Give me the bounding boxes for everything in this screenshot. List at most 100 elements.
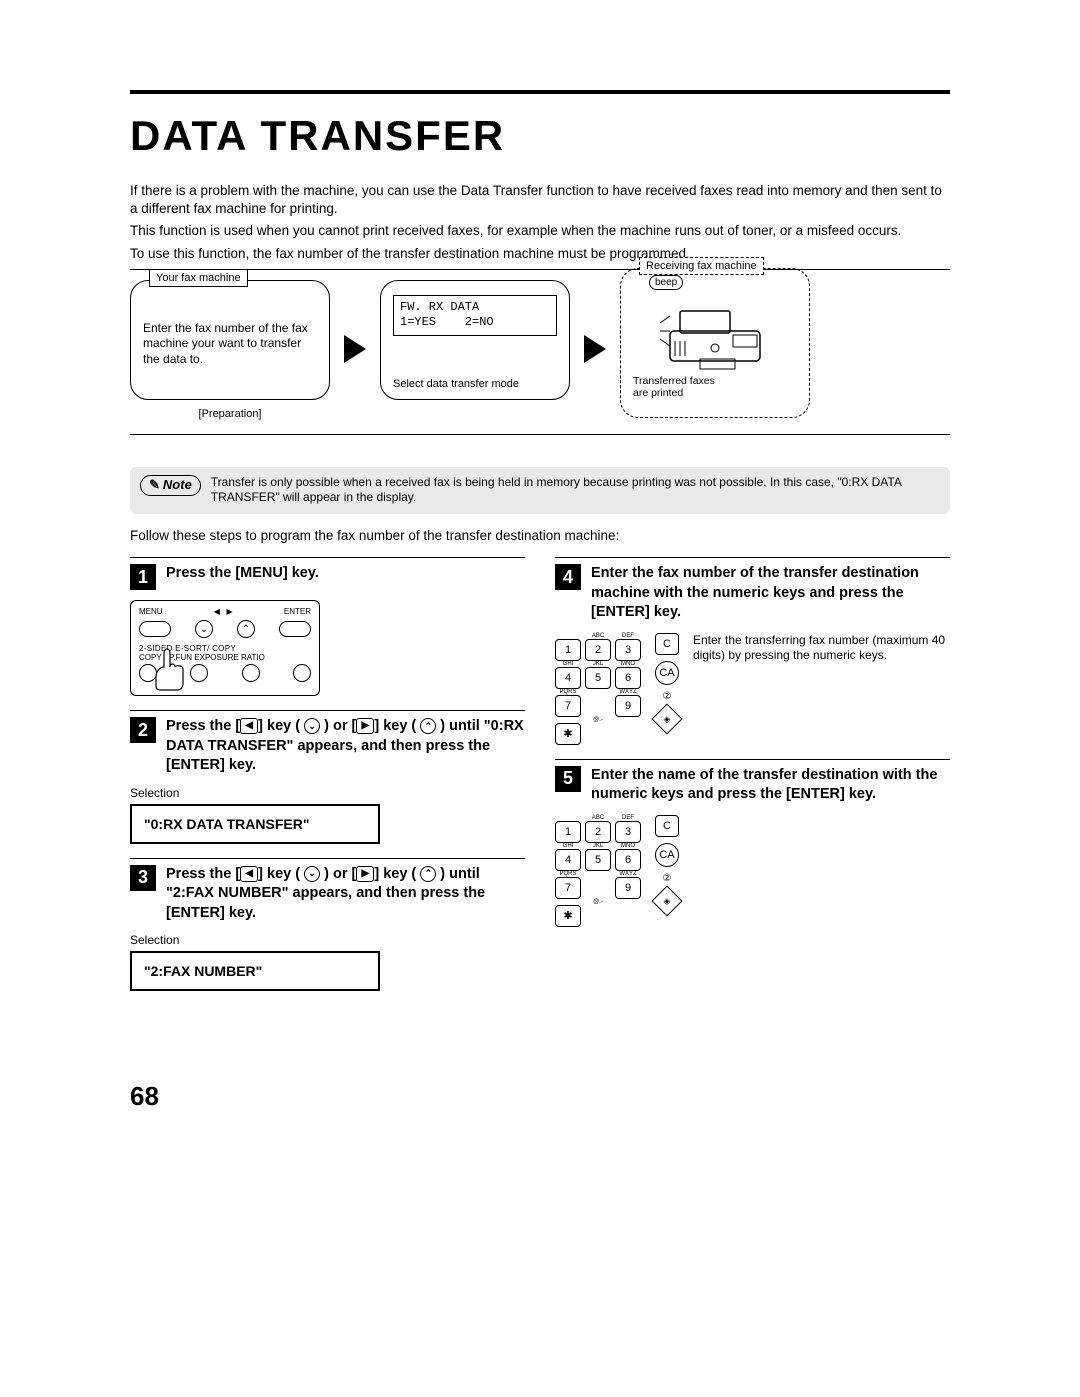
keypad: ABCDEF 1 2 3 GHIJKLMNO 4 5 6 PQRSWXYZ bbox=[555, 633, 641, 745]
flow-label-your-fax: Your fax machine bbox=[149, 269, 248, 287]
step3-lcd: "2:FAX NUMBER" bbox=[130, 951, 380, 991]
step-3: 3 Press the [◀] key ( ⌄ ) or [▶] key ( ⌃… bbox=[130, 858, 525, 924]
panel-menu-label: MENU bbox=[139, 607, 163, 616]
key-c: C bbox=[655, 815, 679, 837]
step-4-title: Enter the fax number of the transfer des… bbox=[591, 564, 950, 623]
step-num: 5 bbox=[555, 766, 581, 792]
finger-press-icon bbox=[153, 647, 187, 691]
key-6: 6 bbox=[615, 667, 641, 689]
flow-box-prep: Your fax machine Enter the fax number of… bbox=[130, 280, 330, 400]
left-key-icon: ◀ bbox=[240, 718, 258, 734]
key-7: 7 bbox=[555, 695, 581, 717]
key-1: 1 bbox=[555, 639, 581, 661]
step-3-title: Press the [◀] key ( ⌄ ) or [▶] key ( ⌃ )… bbox=[166, 865, 525, 924]
selection-label: Selection bbox=[130, 933, 525, 947]
step-5-title: Enter the name of the transfer destinati… bbox=[591, 766, 950, 805]
beep-badge: beep bbox=[649, 275, 683, 290]
step-num: 4 bbox=[555, 564, 581, 590]
flow-box3-cap2: are printed bbox=[633, 387, 683, 399]
key-5: 5 bbox=[585, 667, 611, 689]
key-4: 4 bbox=[555, 667, 581, 689]
key-6: 6 bbox=[615, 849, 641, 871]
down-button-icon: ⌄ bbox=[195, 620, 213, 638]
note-badge: Note bbox=[140, 475, 201, 496]
note-text: Transfer is only possible when a receive… bbox=[211, 475, 940, 506]
menu-button-icon bbox=[139, 621, 171, 637]
step4-figure: ABCDEF 1 2 3 GHIJKLMNO 4 5 6 PQRSWXYZ bbox=[555, 633, 950, 745]
note-badge-text: Note bbox=[163, 477, 192, 494]
right-key-icon: ▶ bbox=[356, 866, 374, 882]
step-1: 1 Press the [MENU] key. bbox=[130, 557, 525, 590]
flow-box-mode: FW. RX DATA1=YES 2=NO Select data transf… bbox=[380, 280, 570, 400]
flow-lcd: FW. RX DATA1=YES 2=NO bbox=[393, 295, 557, 336]
manual-page: DATA TRANSFER If there is a problem with… bbox=[0, 0, 1080, 1172]
top-rule bbox=[130, 90, 950, 94]
key-start-icon: ◈ bbox=[651, 703, 682, 734]
step-2-title: Press the [◀] key ( ⌄ ) or [▶] key ( ⌃ )… bbox=[166, 717, 525, 776]
intro-p2: This function is used when you cannot pr… bbox=[130, 222, 950, 240]
key-2: 2 bbox=[585, 821, 611, 843]
step-num: 2 bbox=[130, 717, 156, 743]
flow-label-receiving: Receiving fax machine bbox=[639, 257, 764, 275]
key-5: 5 bbox=[585, 849, 611, 871]
right-column: 4 Enter the fax number of the transfer d… bbox=[555, 557, 950, 991]
lcd-line2: 1=YES 2=NO bbox=[400, 315, 494, 329]
menu-panel-figure: MENU◀ ▶ENTER ⌄ ⌃ 2-SIDED E-SORT/ COPY CO… bbox=[130, 600, 320, 696]
arrow-icon bbox=[584, 335, 606, 363]
key-3: 3 bbox=[615, 639, 641, 661]
step2-lcd: "0:RX DATA TRANSFER" bbox=[130, 804, 380, 844]
side-keys: C CA ② ◈ bbox=[655, 633, 679, 745]
key-ca: CA bbox=[655, 843, 679, 867]
enter-button-icon bbox=[279, 621, 311, 637]
lcd-line1: FW. RX DATA bbox=[400, 300, 479, 314]
step5-figure: ABCDEF 1 2 3 GHIJKLMNO 4 5 6 PQRSWXYZ bbox=[555, 815, 950, 927]
down-circle-icon: ⌄ bbox=[304, 866, 320, 882]
right-key-icon: ▶ bbox=[356, 718, 374, 734]
panel-btn-icon bbox=[242, 664, 260, 682]
page-number: 68 bbox=[130, 1081, 950, 1112]
up-circle-icon: ⌃ bbox=[420, 718, 436, 734]
flow-box1-below: [Preparation] bbox=[199, 407, 262, 421]
panel-btn-icon bbox=[190, 664, 208, 682]
down-circle-icon: ⌄ bbox=[304, 718, 320, 734]
fax-machine-icon bbox=[655, 301, 775, 371]
step-1-title: Press the [MENU] key. bbox=[166, 564, 319, 590]
key-star: ✱ bbox=[555, 905, 581, 927]
key-9: 9 bbox=[615, 877, 641, 899]
key-7: 7 bbox=[555, 877, 581, 899]
flow-box-receive: Receiving fax machine beep Transferred f… bbox=[620, 268, 810, 418]
note-box: Note Transfer is only possible when a re… bbox=[130, 467, 950, 514]
flow-diagram: Your fax machine Enter the fax number of… bbox=[130, 280, 950, 435]
up-circle-icon: ⌃ bbox=[420, 866, 436, 882]
follow-text: Follow these steps to program the fax nu… bbox=[130, 528, 950, 543]
key-4: 4 bbox=[555, 849, 581, 871]
key-9: 9 bbox=[615, 695, 641, 717]
key-star: ✱ bbox=[555, 723, 581, 745]
key-2: 2 bbox=[585, 639, 611, 661]
arrow-icon bbox=[344, 335, 366, 363]
step-4: 4 Enter the fax number of the transfer d… bbox=[555, 557, 950, 623]
step-num: 3 bbox=[130, 865, 156, 891]
keypad: ABCDEF 1 2 3 GHIJKLMNO 4 5 6 PQRSWXYZ bbox=[555, 815, 641, 927]
key-ca: CA bbox=[655, 661, 679, 685]
flow-box2-caption: Select data transfer mode bbox=[393, 377, 519, 391]
step-5: 5 Enter the name of the transfer destina… bbox=[555, 759, 950, 805]
selection-label: Selection bbox=[130, 786, 525, 800]
step-2: 2 Press the [◀] key ( ⌄ ) or [▶] key ( ⌃… bbox=[130, 710, 525, 776]
panel-btn-icon bbox=[293, 664, 311, 682]
flow-box3-cap1: Transferred faxes bbox=[633, 375, 715, 387]
page-title: DATA TRANSFER bbox=[130, 112, 950, 160]
intro-p1: If there is a problem with the machine, … bbox=[130, 182, 950, 218]
key-1: 1 bbox=[555, 821, 581, 843]
up-button-icon: ⌃ bbox=[237, 620, 255, 638]
flow-box1-text: Enter the fax number of the fax machine … bbox=[143, 321, 317, 368]
key-start-icon: ◈ bbox=[651, 885, 682, 916]
step4-side-text: Enter the transferring fax number (maxim… bbox=[693, 633, 950, 745]
panel-enter-label: ENTER bbox=[284, 607, 311, 616]
step-num: 1 bbox=[130, 564, 156, 590]
left-column: 1 Press the [MENU] key. MENU◀ ▶ENTER ⌄ ⌃… bbox=[130, 557, 525, 991]
key-3: 3 bbox=[615, 821, 641, 843]
left-key-icon: ◀ bbox=[240, 866, 258, 882]
side-keys: C CA ② ◈ bbox=[655, 815, 679, 927]
step-columns: 1 Press the [MENU] key. MENU◀ ▶ENTER ⌄ ⌃… bbox=[130, 557, 950, 991]
